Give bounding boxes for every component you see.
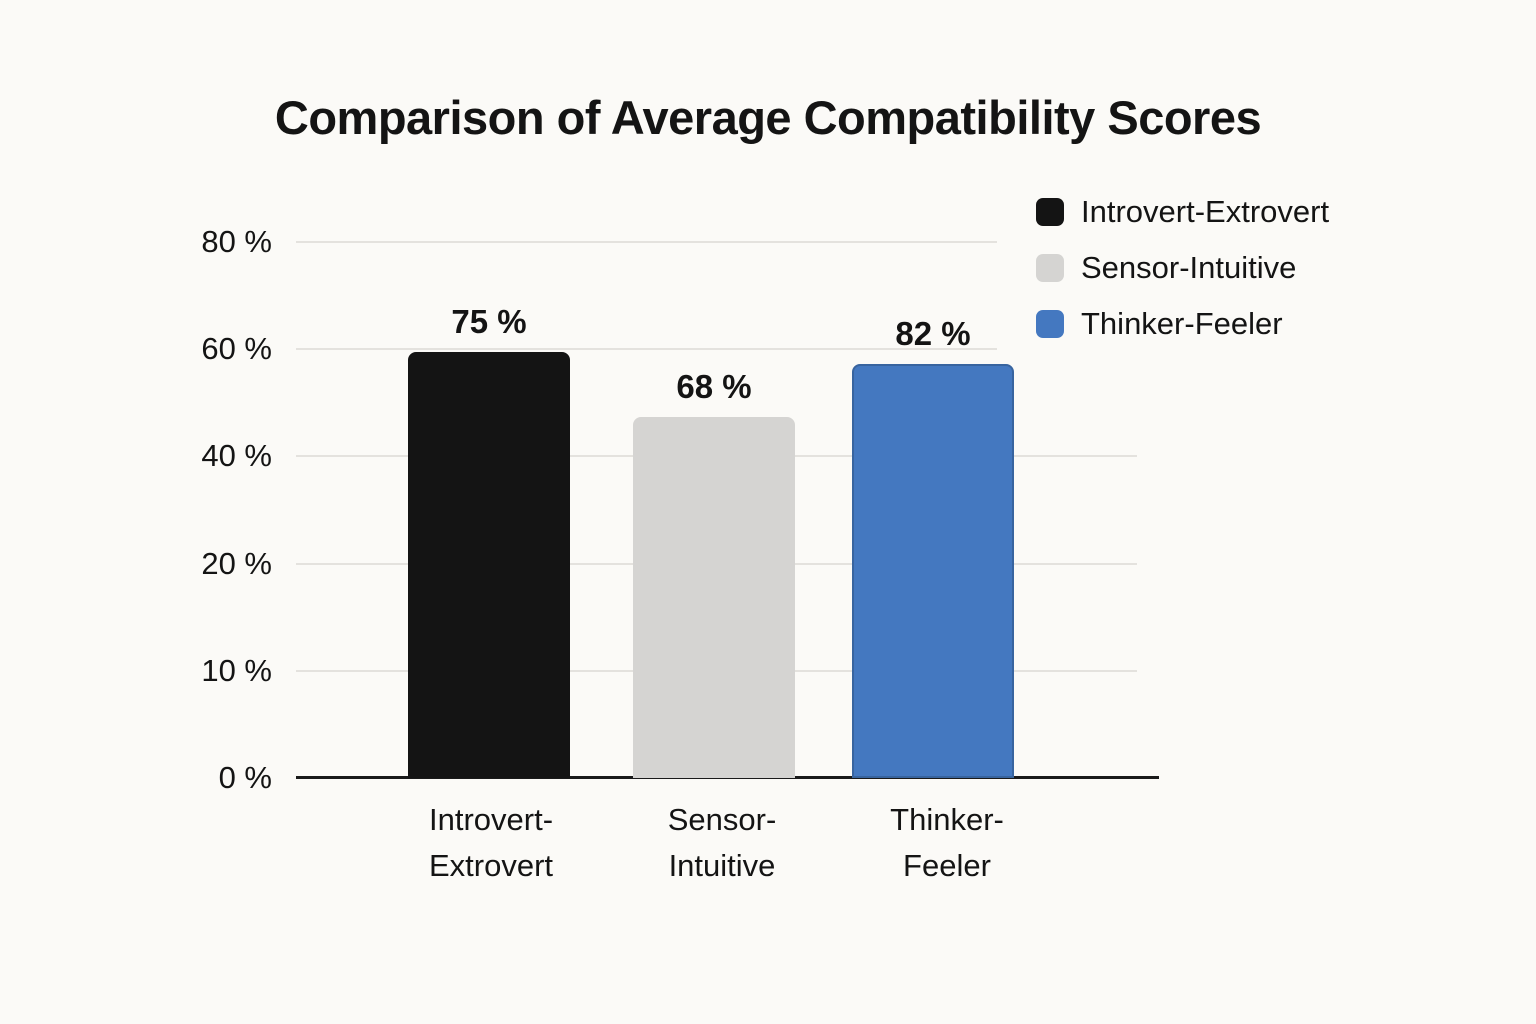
legend-label: Thinker-Feeler: [1081, 305, 1283, 341]
bar-value-label: 75 %: [451, 302, 527, 340]
legend-item: Thinker-Feeler: [1036, 306, 1329, 341]
legend-label: Introvert-Extrovert: [1081, 193, 1330, 229]
bar-sensor-intuitive: [633, 417, 795, 778]
gridline: [296, 348, 997, 351]
legend-swatch-icon: [1036, 253, 1064, 282]
bar-introvert-extrovert: [408, 352, 570, 778]
legend-swatch-icon: [1036, 197, 1064, 226]
legend-item: Introvert-Extrovert: [1036, 194, 1329, 229]
gridline: [296, 241, 997, 243]
bar-thinker-feeler: [852, 364, 1014, 778]
y-tick-label: 20 %: [201, 545, 272, 581]
legend-swatch-icon: [1036, 309, 1064, 338]
bar-value-label: 68 %: [676, 368, 752, 406]
y-tick-label: 10 %: [201, 652, 272, 688]
y-tick-label: 60 %: [201, 331, 272, 367]
chart-title: Comparison of Average Compatibility Scor…: [274, 91, 1262, 144]
y-tick-label: 40 %: [201, 438, 272, 474]
legend-item: Sensor-Intuitive: [1036, 250, 1329, 285]
x-category-label: Introvert- Extrovert: [428, 802, 554, 883]
bar-value-label: 82 %: [895, 315, 971, 353]
y-tick-label: 0 %: [218, 760, 272, 795]
legend: Introvert-Extrovert Sensor-Intuitive Thi…: [1036, 194, 1329, 341]
legend-label: Sensor-Intuitive: [1081, 249, 1297, 285]
x-category-label: Sensor- Intuitive: [667, 802, 777, 883]
y-tick-label: 80 %: [201, 224, 272, 259]
x-category-label: Thinker- Feeler: [890, 802, 1004, 883]
